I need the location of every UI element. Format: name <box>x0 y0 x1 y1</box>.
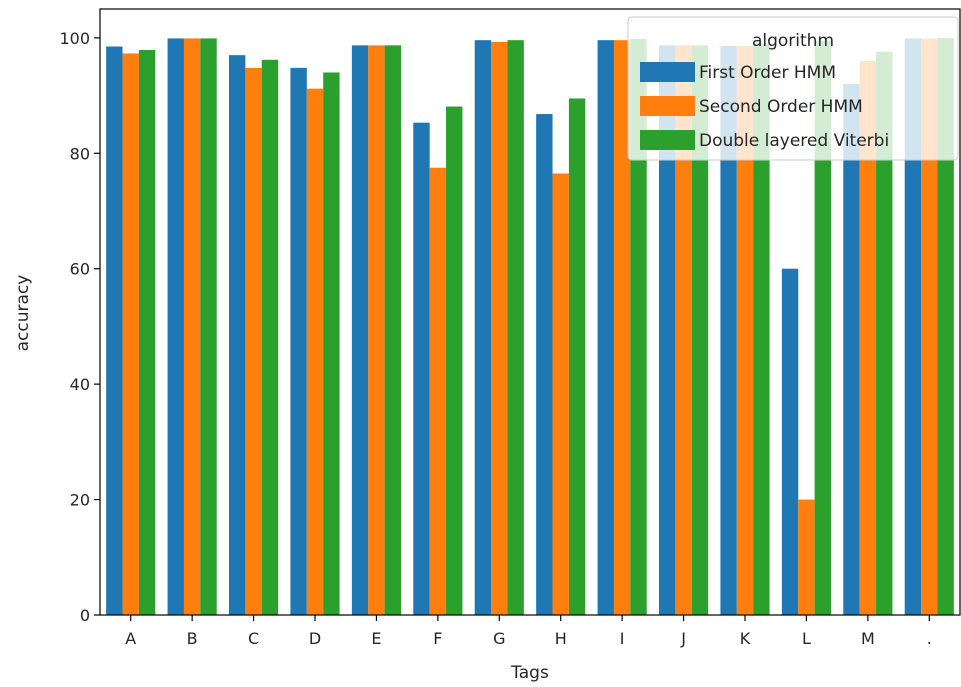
bar-second-order-hmm-7 <box>552 173 569 615</box>
legend-swatch <box>640 130 695 150</box>
bar-double-layered-viterbi-4 <box>384 45 401 616</box>
y-axis-label: accuracy <box>13 275 33 352</box>
bar-second-order-hmm-2 <box>245 67 262 615</box>
x-tick-label: F <box>433 629 442 648</box>
x-tick-label: . <box>927 629 932 648</box>
bar-first-order-hmm-8 <box>597 40 614 616</box>
bar-first-order-hmm-5 <box>413 122 430 615</box>
bar-first-order-hmm-6 <box>474 40 492 616</box>
legend-label: First Order HMM <box>699 63 836 83</box>
y-tick-label: 40 <box>70 375 90 394</box>
bar-second-order-hmm-12 <box>859 60 877 615</box>
y-tick-label: 60 <box>70 260 90 279</box>
bar-double-layered-viterbi-12 <box>876 51 893 616</box>
axes-group: 0 20 40 60 80 100 A B C D E F G H I J K L M. <box>59 8 961 648</box>
bar-second-order-hmm-0 <box>122 53 139 615</box>
bar-first-order-hmm-13 <box>904 38 922 616</box>
legend-swatch <box>640 96 695 116</box>
bar-double-layered-viterbi-3 <box>323 72 340 615</box>
bar-double-layered-viterbi-10 <box>753 43 770 616</box>
bar-second-order-hmm-13 <box>921 38 938 616</box>
legend: algorithm First Order HMM Second Order HMM… <box>627 16 959 161</box>
bar-double-layered-viterbi-0 <box>138 49 156 615</box>
bar-double-layered-viterbi-6 <box>507 40 524 616</box>
y-tick-label: 0 <box>80 606 90 625</box>
bar-double-layered-viterbi-7 <box>568 98 586 615</box>
x-tick-label: G <box>493 629 505 648</box>
x-tick-label: D <box>309 629 321 648</box>
bar-first-order-hmm-2 <box>229 55 246 615</box>
legend-label: Double layered Viterbi <box>699 131 889 151</box>
bar-double-layered-viterbi-2 <box>261 59 279 615</box>
bar-double-layered-viterbi-8 <box>630 39 647 616</box>
bar-first-order-hmm-0 <box>106 46 123 616</box>
x-tick-label: K <box>740 629 751 648</box>
bar-first-order-hmm-3 <box>290 67 307 615</box>
bar-first-order-hmm-12 <box>843 84 860 616</box>
legend-title: algorithm <box>752 31 834 51</box>
y-tick-label: 20 <box>70 491 90 510</box>
legend-box <box>627 16 959 161</box>
bar-first-order-hmm-4 <box>351 45 369 616</box>
bar-double-layered-viterbi-9 <box>691 45 709 616</box>
x-tick-label: B <box>187 629 198 648</box>
bar-second-order-hmm-8 <box>613 40 631 616</box>
bar-second-order-hmm-11 <box>798 499 815 615</box>
bar-second-order-hmm-5 <box>429 167 447 615</box>
bar-double-layered-viterbi-11 <box>814 40 831 615</box>
bar-second-order-hmm-10 <box>736 45 754 616</box>
bar-double-layered-viterbi-13 <box>937 37 954 616</box>
x-tick-label: C <box>248 629 259 648</box>
plot-frame <box>99 8 961 616</box>
bar-second-order-hmm-1 <box>183 38 201 616</box>
bar-double-layered-viterbi-5 <box>446 106 463 615</box>
y-tick-label: 100 <box>59 29 90 48</box>
x-tick-label: E <box>371 629 381 648</box>
x-tick-label: A <box>125 629 136 648</box>
x-tick-label: H <box>555 629 567 648</box>
bars-group <box>106 37 954 616</box>
bar-second-order-hmm-3 <box>306 88 324 616</box>
bar-first-order-hmm-1 <box>167 38 184 616</box>
bar-first-order-hmm-10 <box>720 45 737 616</box>
x-axis-label: Tags <box>510 663 549 683</box>
x-tick-label: L <box>802 629 811 648</box>
bar-first-order-hmm-9 <box>659 45 676 616</box>
bar-first-order-hmm-11 <box>781 268 799 615</box>
x-tick-label: M <box>861 629 875 648</box>
x-tick-label: I <box>620 629 625 648</box>
bar-first-order-hmm-7 <box>536 114 553 615</box>
bar-second-order-hmm-6 <box>491 41 508 615</box>
legend-swatch <box>640 62 695 82</box>
y-tick-label: 80 <box>70 144 90 163</box>
bar-second-order-hmm-9 <box>675 45 692 616</box>
legend-label: Second Order HMM <box>699 97 863 117</box>
bar-double-layered-viterbi-1 <box>200 38 217 616</box>
bar-second-order-hmm-4 <box>368 45 385 616</box>
x-tick-label: J <box>680 629 686 648</box>
